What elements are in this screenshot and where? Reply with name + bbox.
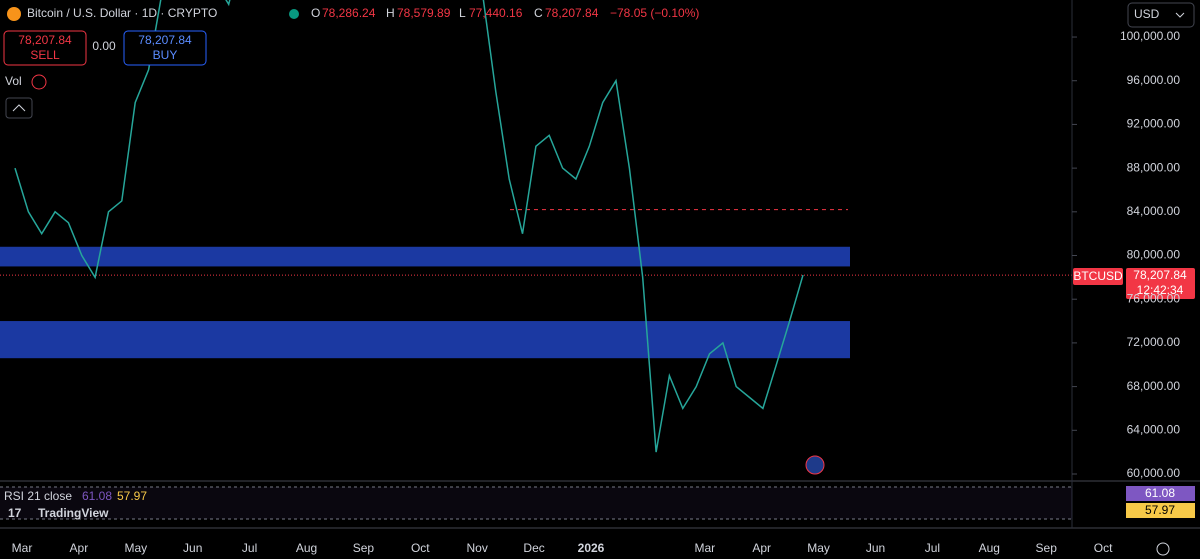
btc-icon bbox=[7, 7, 21, 21]
vol-warning[interactable] bbox=[31, 74, 47, 90]
y-tick-label: 60,000.00 bbox=[1127, 466, 1181, 480]
symbol: Bitcoin / U.S. Dollar · 1D · CRYPTO bbox=[27, 6, 217, 20]
rsi-ma-tag bbox=[1126, 503, 1195, 518]
y-tick-label: 64,000.00 bbox=[1127, 422, 1181, 436]
buy-price: 78,207.84 bbox=[138, 33, 192, 47]
x-tick-label: May bbox=[807, 541, 830, 555]
x-tick-label: Jun bbox=[183, 541, 202, 555]
x-tick-label: Sep bbox=[1036, 541, 1058, 555]
c-label: C bbox=[534, 6, 543, 20]
zone bbox=[0, 246, 850, 267]
price-line bbox=[14, 0, 804, 453]
buy-button[interactable] bbox=[123, 30, 207, 66]
x-tick-label: Sep bbox=[353, 541, 375, 555]
spread: 0.00 bbox=[92, 39, 116, 53]
vol: Vol bbox=[5, 74, 22, 88]
l-label: L bbox=[459, 6, 466, 20]
x-tick-label: Mar bbox=[12, 541, 33, 555]
x-tick-label: Apr bbox=[752, 541, 771, 555]
rsi-band bbox=[0, 487, 1072, 519]
zone bbox=[0, 321, 850, 359]
x-tick-label: Apr bbox=[70, 541, 89, 555]
y-tick-label: 88,000.00 bbox=[1127, 160, 1181, 174]
y-tick-label: 68,000.00 bbox=[1127, 379, 1181, 393]
open: 78,286.24 bbox=[322, 6, 376, 20]
sell-button[interactable] bbox=[3, 30, 87, 66]
collapse-button[interactable] bbox=[5, 97, 33, 119]
x-tick-label: Mar bbox=[694, 541, 715, 555]
sell-price: 78,207.84 bbox=[18, 33, 72, 47]
y-tick-label: 72,000.00 bbox=[1127, 335, 1181, 349]
collapse-icon bbox=[12, 104, 26, 112]
x-tick-label: Dec bbox=[523, 541, 544, 555]
high: 78,579.89 bbox=[397, 6, 451, 20]
rsi-value-tag bbox=[1126, 486, 1195, 501]
y-tick-label: 76,000.00 bbox=[1127, 291, 1181, 305]
rsi-value-tag-text: 61.08 bbox=[1145, 486, 1175, 500]
rsi-ma: 57.97 bbox=[117, 489, 147, 503]
y-tick-label: 96,000.00 bbox=[1127, 73, 1181, 87]
x-tick-label: Aug bbox=[296, 541, 317, 555]
h-label: H bbox=[386, 6, 395, 20]
price-tag bbox=[1126, 268, 1195, 299]
symbol-tag-text: BTCUSD bbox=[1073, 269, 1123, 283]
price-tag-price: 78,207.84 bbox=[1133, 268, 1187, 282]
rsi-title: RSI 21 close bbox=[4, 489, 72, 503]
x-tick-label: Jul bbox=[242, 541, 257, 555]
x-tick-label: Nov bbox=[467, 541, 488, 555]
currency-arrow bbox=[1175, 12, 1185, 18]
low: 77,440.16 bbox=[469, 6, 523, 20]
x-tick-label: Jul bbox=[925, 541, 940, 555]
sell-label: SELL bbox=[30, 48, 60, 62]
market-status bbox=[289, 9, 299, 19]
currency: USD bbox=[1134, 7, 1160, 21]
rsi-value: 61.08 bbox=[82, 489, 112, 503]
rsi-ma-tag-text: 57.97 bbox=[1145, 503, 1175, 517]
y-tick-label: 100,000.00 bbox=[1120, 29, 1180, 43]
price-tag-countdown: 12:42:34 bbox=[1137, 283, 1184, 297]
y-tick-label: 80,000.00 bbox=[1127, 248, 1181, 262]
x-tick-label: Aug bbox=[979, 541, 1000, 555]
x-tick-label: 2026 bbox=[578, 541, 605, 555]
settings-icon[interactable] bbox=[1156, 542, 1170, 556]
change: −78.05 (−0.10%) bbox=[610, 6, 699, 20]
event-icon[interactable] bbox=[805, 455, 825, 475]
logo: TradingView bbox=[38, 506, 109, 520]
close: 78,207.84 bbox=[545, 6, 599, 20]
x-tick-label: Oct bbox=[1094, 541, 1113, 555]
o-label: O bbox=[311, 6, 320, 20]
plot bbox=[0, 0, 1072, 453]
y-tick-label: 84,000.00 bbox=[1127, 204, 1181, 218]
logo-mark: 17 bbox=[8, 506, 22, 520]
x-tick-label: May bbox=[124, 541, 147, 555]
x-tick-label: Jun bbox=[866, 541, 885, 555]
x-tick-label: Oct bbox=[411, 541, 430, 555]
buy-label: BUY bbox=[153, 48, 178, 62]
y-tick-label: 92,000.00 bbox=[1127, 117, 1181, 131]
symbol-tag bbox=[1073, 268, 1123, 285]
currency-select[interactable] bbox=[1127, 2, 1195, 28]
